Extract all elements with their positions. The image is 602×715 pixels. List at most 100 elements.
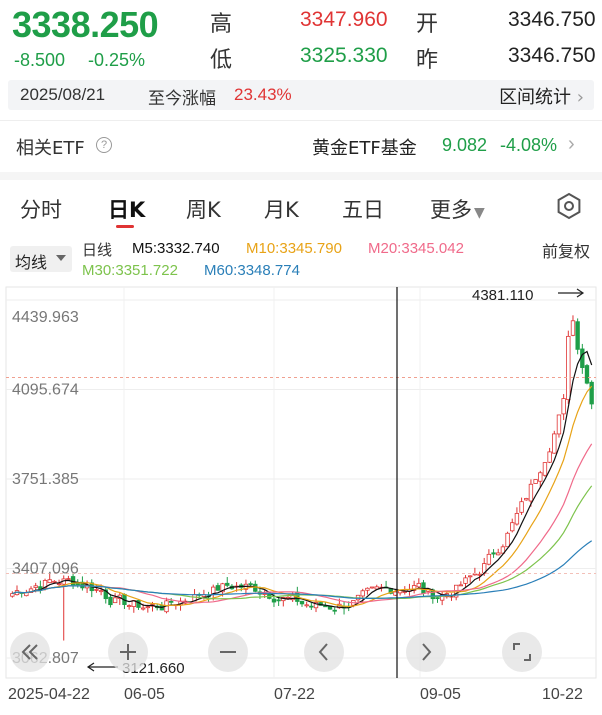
candle-body xyxy=(66,578,71,580)
candle-body xyxy=(369,586,375,589)
y-tick-label: 3751.385 xyxy=(12,471,79,488)
candle-body xyxy=(313,602,319,609)
ma30-line xyxy=(12,485,593,600)
divider xyxy=(0,120,602,121)
candle-body xyxy=(486,553,492,565)
candle-body xyxy=(477,573,482,576)
candle-body xyxy=(42,580,48,589)
x-tick-label: 2025-04-22 xyxy=(8,686,90,703)
last-price: 3338.250 xyxy=(12,4,159,45)
price-change-pct: -0.25% xyxy=(88,50,146,70)
x-tick-label: 07-22 xyxy=(274,686,315,703)
candle-body xyxy=(290,594,295,601)
candle-body xyxy=(47,579,52,584)
section-gap xyxy=(0,172,602,180)
candle-body xyxy=(570,320,576,336)
open-value: 3346.750 xyxy=(508,8,596,31)
x-tick-label: 10-22 xyxy=(542,686,583,703)
settings-icon[interactable] xyxy=(555,192,583,220)
candle-body xyxy=(528,483,534,502)
help-icon[interactable]: ? xyxy=(96,137,112,153)
tab-monthly-k[interactable]: 月K xyxy=(264,198,299,222)
y-tick-label: 4439.963 xyxy=(12,309,79,326)
candle-body xyxy=(435,597,440,600)
x-tick-label: 09-05 xyxy=(420,686,461,703)
candle-body xyxy=(589,381,594,405)
candle-body xyxy=(496,552,501,556)
price-change: -8.500 xyxy=(14,50,66,70)
candle-body xyxy=(145,606,150,609)
legend-m60: M60:3348.774 xyxy=(204,262,300,279)
prev-close-value: 3346.750 xyxy=(508,44,596,67)
high-value: 3347.960 xyxy=(300,8,388,31)
tab-weekly-k[interactable]: 周K xyxy=(186,198,221,222)
candle-body xyxy=(365,587,370,591)
low-label: 低 xyxy=(210,48,233,73)
price-adjust-mode[interactable]: 前复权 xyxy=(541,242,590,261)
candle-body xyxy=(468,575,473,578)
candle-body xyxy=(75,583,80,586)
candle-body xyxy=(463,577,468,584)
ma-selector[interactable]: 均线 xyxy=(10,246,72,272)
related-etf-row[interactable]: 相关ETF ? 黄金ETF基金 9.082 -4.08% › xyxy=(0,128,602,164)
legend-m30: M30:3351.722 xyxy=(82,262,178,279)
active-tab-indicator xyxy=(116,225,134,228)
candle-body xyxy=(220,583,225,593)
candle-body xyxy=(225,582,230,586)
range-stats-link[interactable]: 区间统计 › xyxy=(499,83,584,109)
related-etf-title: 相关ETF xyxy=(16,138,85,159)
ma10-line xyxy=(12,385,593,608)
candle-body xyxy=(566,335,571,400)
tab-intraday[interactable]: 分时 xyxy=(20,198,62,222)
candle-body xyxy=(33,585,38,588)
candle-body xyxy=(500,546,506,554)
candle-body xyxy=(112,597,118,604)
candle-body xyxy=(103,589,108,600)
chevron-right-icon xyxy=(422,643,432,661)
candlestick-chart[interactable]: 4439.9634095.6743751.3853407.0963062.807… xyxy=(0,285,602,685)
ma60-line xyxy=(12,540,593,599)
candle-body xyxy=(547,451,552,463)
candle-body xyxy=(271,598,277,603)
candle-body xyxy=(519,501,524,513)
rewind-button[interactable] xyxy=(10,632,50,672)
candle-body xyxy=(169,600,174,603)
candle-body xyxy=(248,583,253,586)
candle-body xyxy=(304,604,309,607)
x-tick-label: 06-05 xyxy=(124,686,165,703)
candle-body xyxy=(556,414,562,435)
etf-price: 9.082 xyxy=(442,135,488,155)
range-gain-pct: 23.43% xyxy=(234,85,292,104)
minus-icon xyxy=(220,651,236,653)
candle-body xyxy=(561,398,566,415)
tab-daily-k[interactable]: 日K xyxy=(108,198,146,222)
legend-m10: M10:3345.790 xyxy=(246,240,342,257)
candle-body xyxy=(38,586,43,590)
y-tick-label: 4095.674 xyxy=(12,382,79,399)
legend-daily: 日线 xyxy=(82,241,113,259)
candle-body xyxy=(524,498,529,501)
legend-m20: M20:3345.042 xyxy=(368,240,464,257)
candle-body xyxy=(458,584,464,587)
rewind-icon xyxy=(21,644,38,660)
candle-body xyxy=(514,513,520,525)
legend-m5: M5:3332.740 xyxy=(132,240,220,257)
prev-close-label: 昨 xyxy=(416,48,439,73)
y-tick-label: 3407.096 xyxy=(12,561,79,578)
zoom-in-button[interactable] xyxy=(108,632,148,672)
candle-body xyxy=(215,585,221,591)
chevron-right-icon: › xyxy=(568,133,575,155)
fullscreen-button[interactable] xyxy=(502,632,542,672)
scroll-right-button[interactable] xyxy=(406,632,446,672)
range-stats-bar[interactable]: 2025/08/21 至今涨幅 23.43% 区间统计 › xyxy=(8,80,594,110)
candle-body xyxy=(552,433,557,454)
open-label: 开 xyxy=(416,12,439,37)
zoom-out-button[interactable] xyxy=(208,632,248,672)
candle-body xyxy=(374,586,379,590)
candle-body xyxy=(332,609,337,612)
candle-body xyxy=(299,600,305,605)
candle-body xyxy=(98,590,104,593)
tab-more[interactable]: 更多 ▼ xyxy=(430,194,485,224)
scroll-left-button[interactable] xyxy=(304,632,344,672)
tab-five-day[interactable]: 五日 xyxy=(342,198,384,222)
